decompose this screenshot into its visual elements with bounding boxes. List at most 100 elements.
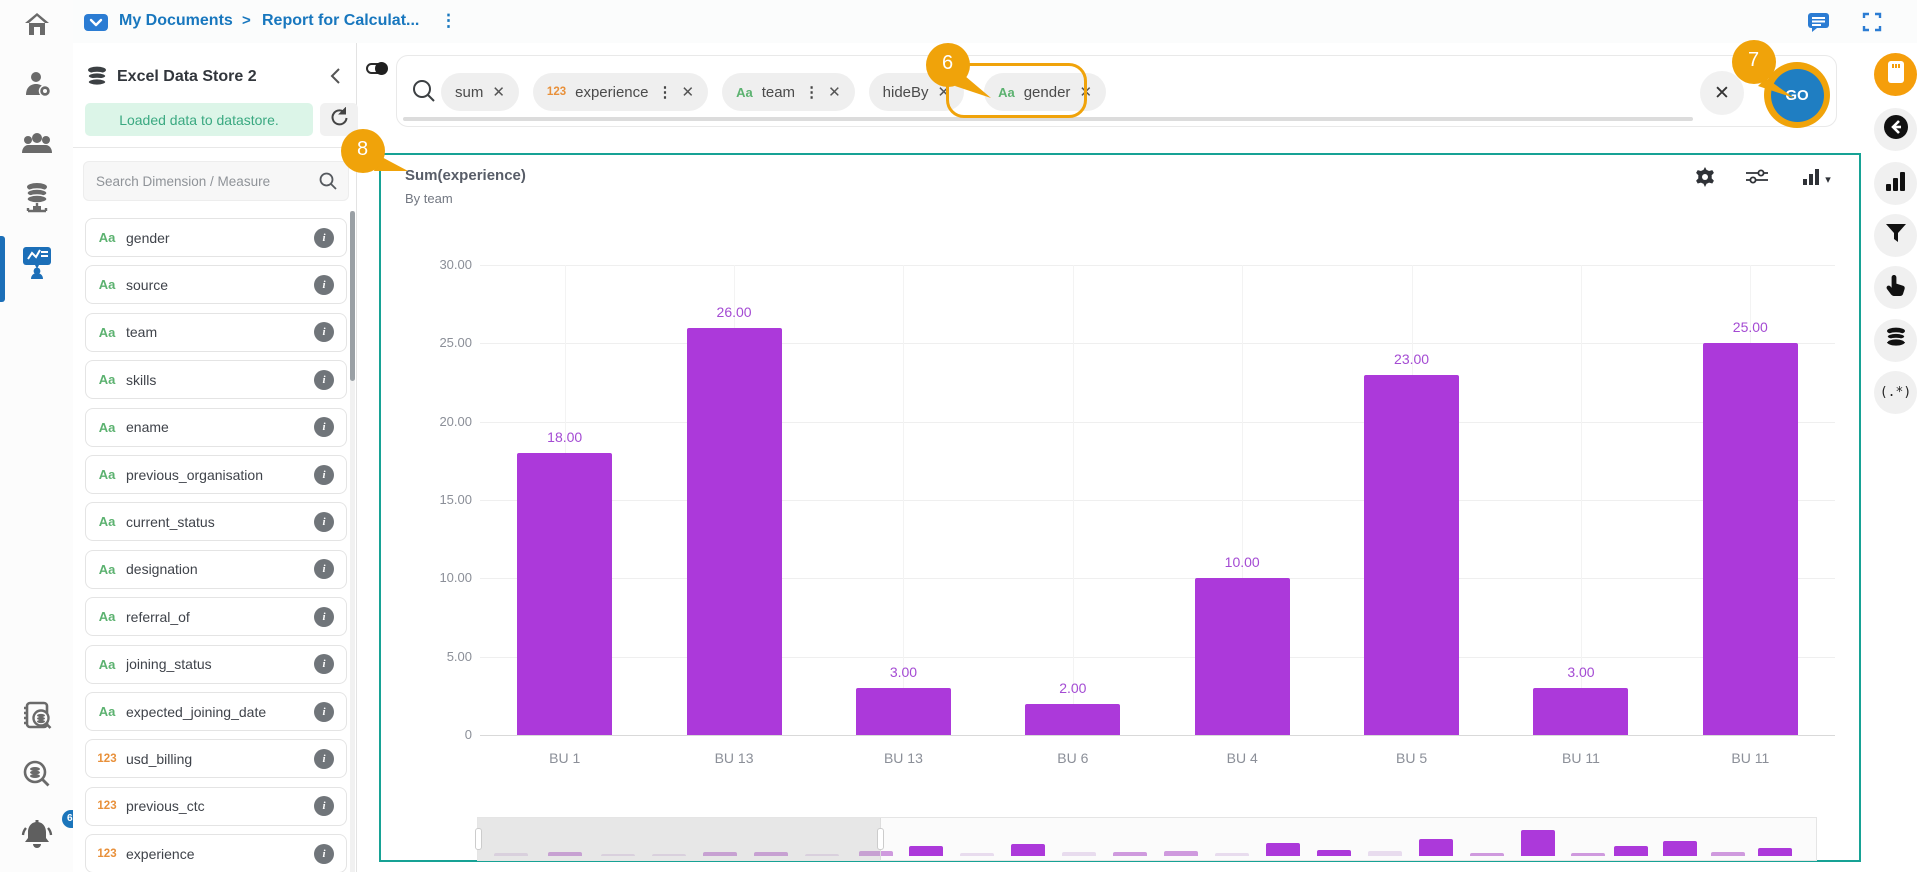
chart-options-button[interactable] [1743,167,1771,191]
chip-menu-icon[interactable]: ⋮ [657,84,673,101]
query-mode-toggle[interactable] [366,62,388,75]
nav-data-search-button[interactable] [0,750,73,802]
info-icon[interactable]: i [314,417,334,438]
fullscreen-icon[interactable] [1862,12,1882,32]
bar-BU 13-3.00[interactable] [855,688,951,735]
info-icon[interactable]: i [314,843,334,864]
info-icon[interactable]: i [314,464,334,485]
field-row-source[interactable]: Aa source i [85,265,347,305]
go-button[interactable]: GO [1770,68,1824,122]
dimension-search-input[interactable] [96,162,306,200]
info-icon[interactable]: i [314,511,334,532]
chip-menu-icon[interactable]: ⋮ [804,84,820,101]
breadcrumb-root[interactable]: My Documents [119,12,233,29]
regex-button[interactable]: (.*) [1874,371,1917,414]
info-icon[interactable]: i [314,274,334,295]
report-builder-icon [21,245,53,284]
dimension-type-icon: Aa [98,372,116,388]
query-chip-team[interactable]: Aa team ⋮ ✕ [722,73,855,111]
filter-button[interactable] [1874,214,1917,257]
datastore-button[interactable] [1874,319,1917,362]
chart-type-selector[interactable]: ▾ [1795,167,1839,191]
info-icon[interactable]: i [314,796,334,817]
chart-subtitle: By team [405,191,453,206]
h-gridline [480,656,1835,658]
field-row-skills[interactable]: Aa skills i [85,360,347,400]
field-row-referral_of[interactable]: Aa referral_of i [85,597,347,637]
minimap-left-handle[interactable] [475,828,482,850]
field-row-team[interactable]: Aa team i [85,312,347,352]
query-chip-row: sum ✕ 123 experience ⋮ ✕ Aa team ⋮ ✕ hideBy ✕ Aa gend… [441,72,1112,112]
field-row-previous_ctc[interactable]: 123 previous_ctc i [85,786,347,826]
nav-catalog-search-button[interactable] [0,692,73,744]
notes-button[interactable] [1874,53,1917,96]
select-tool-button[interactable] [1874,266,1917,309]
field-row-experience[interactable]: 123 experience i [85,834,347,872]
chart-settings-button[interactable] [1691,166,1719,191]
nav-home-button[interactable] [0,0,73,52]
field-row-ename[interactable]: Aa ename i [85,407,347,447]
tutorial-badge-6: 6 [921,40,993,107]
measure-type-icon: 123 [546,86,567,98]
minimap-selected-range[interactable] [478,818,882,860]
folder-icon[interactable] [83,12,109,32]
info-icon[interactable]: i [314,227,334,248]
back-button[interactable] [1874,108,1917,151]
info-icon[interactable]: i [314,369,334,390]
bar-BU 1-18.00[interactable] [517,453,613,735]
field-row-previous_organisation[interactable]: Aa previous_organisation i [85,455,347,494]
info-icon[interactable]: i [314,559,334,580]
info-icon[interactable]: i [314,748,334,769]
bar-chart-icon [1885,171,1907,196]
v-gridline [1072,265,1074,735]
minimap-bar [601,854,636,856]
field-row-current_status[interactable]: Aa current_status i [85,502,347,542]
nav-people-button[interactable] [0,120,73,172]
tutorial-badge-7: 7 [1728,38,1804,109]
minimap-bar [804,854,839,856]
field-list-scrollbar[interactable] [350,211,355,872]
info-icon[interactable]: i [314,606,334,627]
chip-label: sum [455,83,484,101]
bar-BU 5-23.00[interactable] [1364,374,1460,735]
clear-query-button[interactable]: ✕ [1700,71,1744,115]
nav-report-builder-button[interactable] [0,238,73,290]
field-row-joining_status[interactable]: Aa joining_status i [85,644,347,684]
chip-row-scrollbar[interactable] [403,117,1693,121]
field-row-usd_billing[interactable]: 123 usd_billing i [85,739,347,779]
bar-BU 11-3.00[interactable] [1533,688,1629,735]
bar-BU 11-25.00[interactable] [1702,343,1798,735]
nav-user-settings-button[interactable] [0,60,73,112]
field-row-expected_joining_date[interactable]: Aa expected_joining_date i [85,692,347,731]
chart-tools-button[interactable] [1874,162,1917,205]
field-row-designation[interactable]: Aa designation i [85,549,347,589]
h-gridline [480,265,1835,266]
info-icon[interactable]: i [314,322,334,343]
refresh-datastore-button[interactable] [320,103,358,136]
query-chip-sum[interactable]: sum ✕ [441,73,519,111]
nav-notifications-button[interactable]: 63 [0,809,84,862]
collapse-panel-icon[interactable] [325,65,349,89]
chip-remove-icon[interactable]: ✕ [681,84,695,101]
scrollbar-thumb[interactable] [350,211,355,381]
field-name: experience [126,845,195,862]
minimap-right-handle[interactable] [877,828,885,850]
minimap-bar [1571,853,1606,856]
nav-data-server-button[interactable] [0,174,73,226]
chip-remove-icon[interactable]: ✕ [492,84,505,101]
bell-icon: 63 [20,809,84,855]
info-icon[interactable]: i [314,701,334,722]
comments-icon[interactable] [1806,11,1832,33]
chip-remove-icon[interactable]: ✕ [828,84,841,101]
info-icon[interactable]: i [314,654,334,675]
field-name: current_status [126,513,215,530]
bar-BU 13-26.00[interactable] [686,327,782,735]
bar-BU 6-2.00[interactable] [1025,703,1121,735]
field-row-gender[interactable]: Aa gender i [85,218,347,257]
query-chip-experience[interactable]: 123 experience ⋮ ✕ [532,73,709,111]
dimension-type-icon: Aa [98,609,116,625]
chart-minimap[interactable] [475,817,1817,861]
breadcrumb-current[interactable]: Report for Calculat... [262,12,420,29]
bar-BU 4-10.00[interactable] [1194,578,1290,735]
breadcrumb-menu-icon[interactable]: ⋮ [440,11,457,30]
